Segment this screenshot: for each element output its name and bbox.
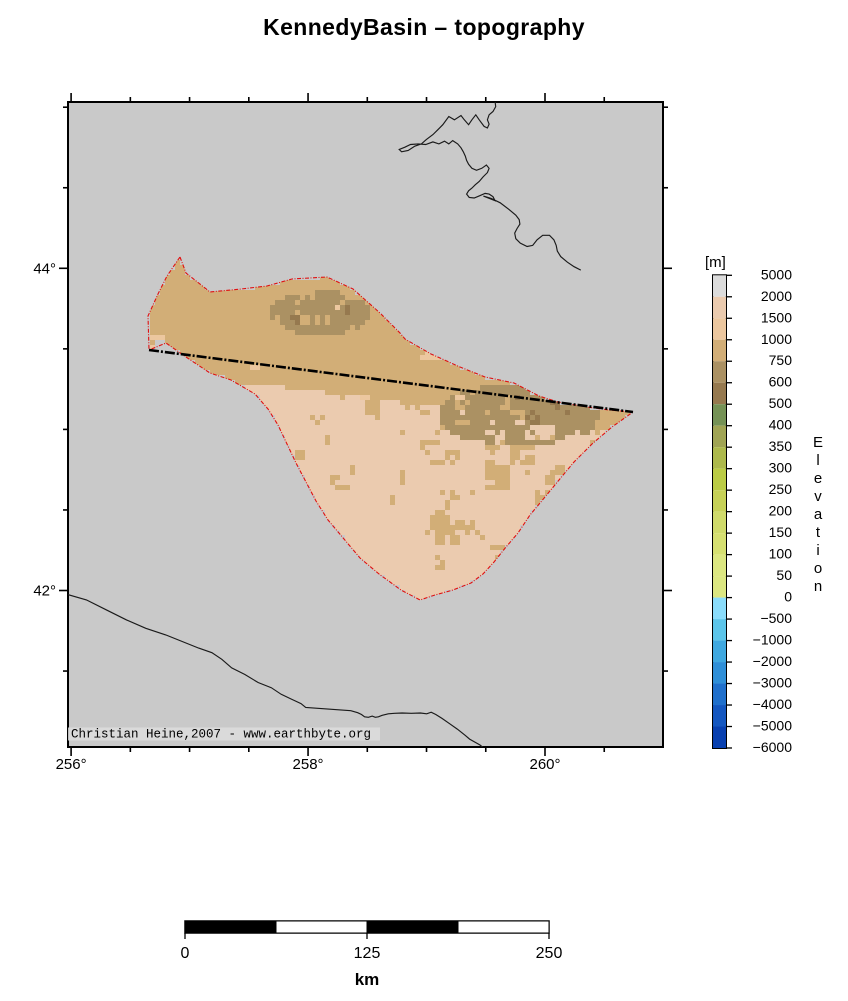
svg-text:300: 300 bbox=[769, 460, 793, 476]
svg-text:42°: 42° bbox=[33, 583, 56, 600]
svg-text:−4000: −4000 bbox=[753, 696, 793, 712]
svg-text:44°: 44° bbox=[33, 260, 56, 277]
svg-text:200: 200 bbox=[769, 503, 793, 519]
svg-text:250: 250 bbox=[769, 481, 793, 497]
svg-text:−1000: −1000 bbox=[753, 632, 793, 648]
svg-text:150: 150 bbox=[769, 524, 793, 540]
svg-text:260°: 260° bbox=[529, 756, 560, 773]
svg-text:o: o bbox=[814, 560, 822, 577]
svg-text:n: n bbox=[814, 578, 822, 595]
svg-text:750: 750 bbox=[769, 352, 793, 368]
svg-text:E: E bbox=[813, 434, 823, 451]
svg-text:256°: 256° bbox=[56, 756, 87, 773]
svg-text:2000: 2000 bbox=[761, 288, 792, 304]
svg-text:−3000: −3000 bbox=[753, 675, 793, 691]
svg-text:125: 125 bbox=[354, 945, 381, 962]
svg-text:−6000: −6000 bbox=[753, 739, 793, 755]
svg-text:−500: −500 bbox=[760, 610, 792, 626]
svg-text:400: 400 bbox=[769, 417, 793, 433]
svg-text:1000: 1000 bbox=[761, 331, 792, 347]
svg-text:0: 0 bbox=[784, 589, 792, 605]
svg-text:258°: 258° bbox=[293, 756, 324, 773]
svg-text:500: 500 bbox=[769, 395, 793, 411]
svg-text:100: 100 bbox=[769, 546, 793, 562]
svg-text:350: 350 bbox=[769, 438, 793, 454]
svg-text:600: 600 bbox=[769, 374, 793, 390]
svg-text:km: km bbox=[355, 970, 380, 989]
svg-text:5000: 5000 bbox=[761, 266, 792, 282]
svg-text:v: v bbox=[814, 488, 822, 505]
svg-text:[m]: [m] bbox=[705, 254, 726, 271]
svg-text:Christian Heine,2007 - www.ear: Christian Heine,2007 - www.earthbyte.org bbox=[71, 728, 371, 742]
svg-text:0: 0 bbox=[181, 945, 190, 962]
svg-text:t: t bbox=[816, 524, 821, 541]
svg-text:i: i bbox=[816, 542, 819, 559]
svg-text:−2000: −2000 bbox=[753, 653, 793, 669]
svg-text:e: e bbox=[814, 470, 822, 487]
svg-text:a: a bbox=[814, 506, 823, 523]
svg-text:50: 50 bbox=[776, 567, 792, 583]
svg-text:l: l bbox=[816, 452, 819, 469]
svg-text:1500: 1500 bbox=[761, 309, 792, 325]
svg-text:250: 250 bbox=[536, 945, 563, 962]
svg-text:−5000: −5000 bbox=[753, 718, 793, 734]
